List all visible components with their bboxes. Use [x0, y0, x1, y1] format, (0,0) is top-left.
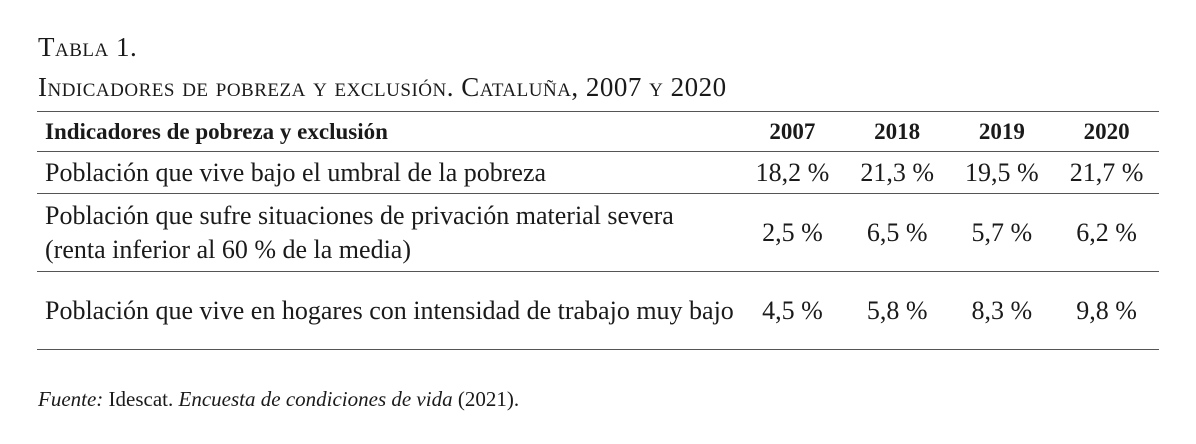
source-org: Idescat. [108, 387, 174, 411]
cell-value: 18,2 % [755, 157, 830, 187]
source-year: (2021). [457, 387, 520, 411]
table-row: Población que sufre situaciones de priva… [37, 194, 1159, 272]
cell-value: 19,5 % [965, 157, 1039, 187]
cell-value: 5,7 % [971, 217, 1033, 247]
cell-value: 21,3 % [860, 157, 934, 187]
header-year-2018: 2018 [874, 118, 921, 144]
table-row: Población que vive en hogares con intens… [37, 272, 1159, 350]
source-note: Fuente: Idescat. Encuesta de condiciones… [38, 387, 519, 412]
cell-value: 6,2 % [1076, 217, 1137, 247]
row-label: Población que vive en hogares con intens… [45, 295, 734, 325]
table-header-row: Indicadores de pobreza y exclusión 2007 … [37, 111, 1159, 152]
cell-value: 9,8 % [1076, 295, 1137, 325]
cell-value: 21,7 % [1069, 157, 1144, 187]
poverty-indicators-table: Indicadores de pobreza y exclusión 2007 … [37, 111, 1159, 350]
header-year-2019: 2019 [978, 118, 1025, 144]
row-label: Población que sufre situaciones de priva… [45, 200, 674, 264]
header-year-2020: 2020 [1083, 118, 1130, 144]
cell-value: 5,8 % [866, 295, 928, 325]
table-number: Tabla 1. [38, 32, 138, 62]
row-label: Población que vive bajo el umbral de la … [45, 157, 547, 187]
cell-value: 8,3 % [971, 295, 1033, 325]
header-indicator: Indicadores de pobreza y exclusión [45, 118, 388, 144]
cell-value: 2,5 % [762, 217, 823, 247]
source-label: Fuente: [38, 387, 104, 411]
source-title: Encuesta de condiciones de vida [178, 387, 453, 411]
cell-value: 6,5 % [866, 217, 928, 247]
table-title: Indicadores de pobreza y exclusión. Cata… [38, 72, 727, 102]
table-row: Población que vive bajo el umbral de la … [37, 152, 1159, 194]
header-year-2007: 2007 [769, 118, 816, 144]
cell-value: 4,5 % [762, 295, 823, 325]
